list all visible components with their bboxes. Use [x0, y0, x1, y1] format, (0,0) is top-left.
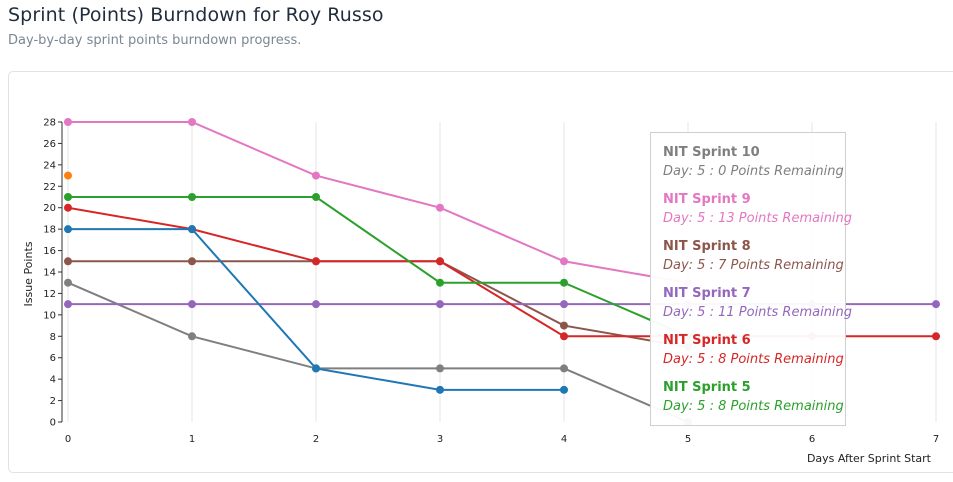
series-line [68, 121, 689, 284]
y-tick-label: 20 [43, 203, 56, 214]
data-point[interactable] [312, 257, 320, 266]
y-tick-label: 26 [43, 139, 56, 150]
y-tick-label: 22 [43, 182, 56, 193]
data-point[interactable] [436, 278, 444, 287]
tooltip-item: NIT Sprint 10 Day: 5 : 0 Points Remaining [663, 143, 844, 181]
data-point[interactable] [436, 257, 444, 266]
y-tick-label: 28 [43, 118, 56, 129]
data-point[interactable] [64, 118, 72, 126]
data-point[interactable] [64, 300, 72, 309]
data-point[interactable] [560, 257, 568, 266]
data-point[interactable] [64, 278, 72, 287]
tooltip-series-name: NIT Sprint 7 [663, 286, 751, 301]
data-point[interactable] [188, 332, 196, 341]
y-tick-label: 4 [50, 375, 56, 386]
y-tick-label: 8 [50, 332, 56, 343]
x-tick-label: 2 [313, 434, 319, 445]
data-point[interactable] [64, 193, 72, 201]
series-5 [64, 193, 692, 341]
series-layer [64, 118, 940, 426]
data-point[interactable] [312, 171, 320, 180]
data-point[interactable] [560, 300, 568, 309]
y-tick-label: 24 [43, 160, 56, 171]
x-tick-label: 5 [685, 434, 691, 445]
chart-tooltip: NIT Sprint 10 Day: 5 : 0 Points Remaining… [650, 132, 853, 426]
x-tick-label: 4 [561, 434, 567, 445]
data-point[interactable] [188, 300, 196, 309]
page-title: Sprint (Points) Burndown for Roy Russo [8, 4, 384, 26]
tooltip-series-name: NIT Sprint 8 [663, 239, 751, 254]
tooltip-item: NIT Sprint 9 Day: 5 : 13 Points Remaining [663, 190, 853, 228]
series-0 [64, 278, 692, 426]
tooltip-item: NIT Sprint 6 Day: 5 : 8 Points Remaining [663, 331, 844, 369]
x-tick-label: 6 [809, 434, 815, 445]
data-point[interactable] [188, 257, 196, 266]
data-point[interactable] [436, 385, 444, 394]
tooltip-series-detail: Day: 5 : 13 Points Remaining [663, 211, 853, 226]
x-tick-label: 0 [65, 434, 71, 445]
tooltip-series-detail: Day: 5 : 8 Points Remaining [663, 352, 844, 367]
data-point[interactable] [932, 332, 940, 341]
data-point[interactable] [932, 300, 940, 309]
tooltip-series-detail: Day: 5 : 7 Points Remaining [663, 258, 844, 273]
data-point[interactable] [312, 300, 320, 309]
y-tick-label: 16 [43, 246, 56, 257]
tooltip-series-name: NIT Sprint 9 [663, 192, 751, 207]
data-point[interactable] [436, 364, 444, 373]
x-tick-label: 1 [189, 434, 195, 445]
series-line [67, 281, 689, 423]
data-point[interactable] [560, 385, 568, 394]
x-axis-title: Days After Sprint Start [807, 452, 932, 465]
y-tick-label: 10 [43, 310, 56, 321]
x-tick-label: 7 [933, 434, 939, 445]
data-point[interactable] [312, 364, 320, 373]
tooltip-series-detail: Day: 5 : 11 Points Remaining [663, 305, 853, 320]
series-6 [64, 225, 568, 394]
data-point[interactable] [64, 203, 72, 212]
data-point[interactable] [64, 225, 72, 234]
tooltip-series-name: NIT Sprint 5 [663, 380, 751, 395]
data-point[interactable] [64, 171, 72, 180]
y-axis-title: Issue Points [22, 241, 35, 306]
tooltip-series-name: NIT Sprint 10 [663, 145, 760, 160]
data-point[interactable] [436, 300, 444, 309]
data-point[interactable] [188, 225, 196, 234]
data-point[interactable] [64, 257, 72, 266]
data-point[interactable] [188, 118, 196, 126]
data-point[interactable] [560, 321, 568, 330]
tooltip-item: NIT Sprint 7 Day: 5 : 11 Points Remaining [663, 284, 853, 322]
data-point[interactable] [312, 193, 320, 201]
tooltip-series-detail: Day: 5 : 8 Points Remaining [663, 399, 844, 414]
data-point[interactable] [436, 203, 444, 212]
data-point[interactable] [560, 364, 568, 373]
tooltip-series-name: NIT Sprint 6 [663, 333, 751, 348]
tooltip-item: NIT Sprint 5 Day: 5 : 8 Points Remaining [663, 378, 844, 416]
y-tick-label: 0 [50, 418, 56, 429]
data-point[interactable] [560, 332, 568, 341]
x-axis: 0 1 2 3 4 5 6 7 [65, 434, 939, 445]
page-subtitle: Day-by-day sprint points burndown progre… [8, 33, 302, 48]
y-tick-label: 2 [50, 396, 56, 407]
series-7 [64, 171, 72, 180]
data-point[interactable] [560, 278, 568, 287]
series-line [68, 196, 689, 338]
data-point[interactable] [188, 193, 196, 201]
y-tick-label: 6 [50, 353, 56, 364]
tooltip-series-detail: Day: 5 : 0 Points Remaining [663, 164, 844, 179]
y-tick-label: 12 [43, 289, 56, 300]
y-tick-label: 18 [43, 225, 56, 236]
tooltip-item: NIT Sprint 8 Day: 5 : 7 Points Remaining [663, 237, 844, 275]
y-tick-label: 14 [43, 268, 56, 279]
x-tick-label: 3 [437, 434, 443, 445]
